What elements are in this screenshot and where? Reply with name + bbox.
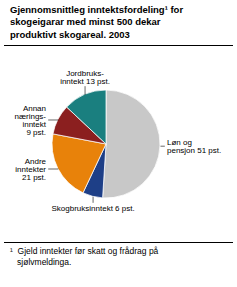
html-text:Gjennomsnittleg inntektsfordel: Gjennomsnittleg inntektsfordeling¹ for s… — [10, 4, 184, 40]
svg-text:Skogbruksinntekt 6 pst.: Skogbruksinntekt 6 pst. — [51, 204, 134, 213]
svg-text:Andreinntekter21 pst.: Andreinntekter21 pst. — [15, 157, 46, 182]
svg-text:Jordbruks-inntekt 13 pst.: Jordbruks-inntekt 13 pst. — [60, 69, 110, 86]
html-text:¹ Gjeld inntekter før skatt og: ¹ Gjeld inntekter før skatt og frådrag p… — [10, 246, 159, 268]
svg-text:Løn ogpensjon 51 pst.: Løn ogpensjon 51 pst. — [167, 138, 221, 155]
svg-text:Annannærings-inntekt9 pst.: Annannærings-inntekt9 pst. — [14, 104, 46, 137]
